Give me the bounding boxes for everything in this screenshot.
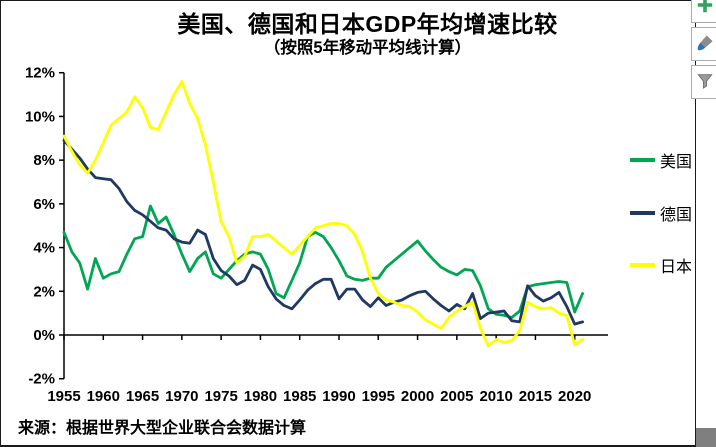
svg-text:1985: 1985 bbox=[283, 388, 316, 405]
chart-frame bbox=[0, 0, 696, 447]
legend-item-japan[interactable]: 日本 bbox=[630, 256, 693, 276]
svg-text:1990: 1990 bbox=[322, 388, 355, 405]
svg-text:-2%: -2% bbox=[28, 371, 55, 388]
svg-text:1955: 1955 bbox=[47, 388, 80, 405]
plus-icon bbox=[696, 0, 714, 17]
svg-text:1960: 1960 bbox=[87, 388, 120, 405]
svg-text:1995: 1995 bbox=[362, 388, 395, 405]
svg-text:2000: 2000 bbox=[401, 388, 434, 405]
paintbrush-icon bbox=[696, 34, 714, 55]
svg-text:1970: 1970 bbox=[165, 388, 198, 405]
svg-text:1975: 1975 bbox=[204, 388, 237, 405]
svg-text:1980: 1980 bbox=[244, 388, 277, 405]
legend-item-germany[interactable]: 德国 bbox=[630, 204, 693, 224]
legend-item-us[interactable]: 美国 bbox=[630, 151, 693, 171]
svg-text:8%: 8% bbox=[33, 152, 55, 169]
svg-text:4%: 4% bbox=[33, 240, 55, 257]
chart-subtitle[interactable]: （按照5年移动平均线计算） bbox=[263, 39, 472, 57]
us-series-swatch bbox=[630, 158, 655, 162]
japan-series-swatch bbox=[630, 263, 655, 267]
chart-elements-button[interactable] bbox=[691, 0, 716, 23]
svg-text:10%: 10% bbox=[25, 108, 55, 125]
funnel-icon bbox=[696, 72, 714, 93]
chart-styles-button[interactable] bbox=[691, 27, 716, 61]
svg-text:12%: 12% bbox=[25, 65, 55, 82]
svg-text:2015: 2015 bbox=[519, 388, 552, 405]
source-note: 来源：根据世界大型企业联合会数据计算 bbox=[18, 420, 307, 437]
germany-series-swatch bbox=[630, 211, 655, 215]
chart-filters-button[interactable] bbox=[691, 65, 716, 99]
legend-label-us: 美国 bbox=[660, 154, 693, 171]
chart-title[interactable]: 美国、德国和日本GDP年均增速比较 bbox=[177, 11, 558, 37]
svg-text:2005: 2005 bbox=[440, 388, 473, 405]
svg-text:2010: 2010 bbox=[479, 388, 512, 405]
legend-label-japan: 日本 bbox=[660, 259, 693, 276]
background-corner-patch bbox=[696, 428, 716, 447]
svg-text:1965: 1965 bbox=[126, 388, 159, 405]
svg-text:2020: 2020 bbox=[558, 388, 591, 405]
legend-label-germany: 德国 bbox=[660, 207, 693, 224]
svg-text:0%: 0% bbox=[33, 327, 55, 344]
svg-text:6%: 6% bbox=[33, 196, 55, 213]
svg-text:2%: 2% bbox=[33, 283, 55, 300]
